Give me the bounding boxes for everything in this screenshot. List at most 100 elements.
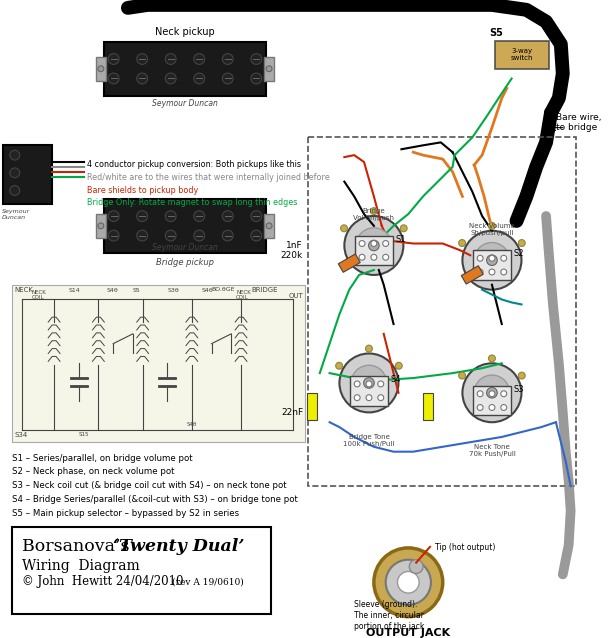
Circle shape [477,404,483,410]
Text: Bridge Tone
100k Push/Pull: Bridge Tone 100k Push/Pull [343,434,395,447]
Circle shape [489,391,495,397]
Text: Bare shields to pickup body: Bare shields to pickup body [87,186,198,195]
Circle shape [489,404,495,410]
Bar [355,235,393,265]
Text: OUTPUT JACK: OUTPUT JACK [366,628,450,638]
Bar [96,57,106,81]
Circle shape [477,255,483,261]
Circle shape [382,255,389,260]
Circle shape [477,269,483,275]
Text: Neck pickup: Neck pickup [155,27,215,37]
Circle shape [222,211,233,221]
Bar [307,393,317,420]
Text: S4θ: S4θ [187,422,197,427]
Bar [461,266,483,284]
Bar [264,214,274,238]
Circle shape [166,54,176,64]
Bar [12,285,305,442]
Circle shape [459,240,466,246]
Text: BRIDGE: BRIDGE [251,286,277,293]
Circle shape [351,366,387,401]
Circle shape [345,216,403,275]
Text: S3 – Neck coil cut (& bridge coil cut with S4) – on neck tone pot: S3 – Neck coil cut (& bridge coil cut wi… [12,481,287,490]
Circle shape [194,54,205,64]
Circle shape [378,381,384,387]
Text: 4 conductor pickup conversion: Both pickups like this: 4 conductor pickup conversion: Both pick… [87,160,301,169]
Text: Sleeve (ground).
The inner, circular
portion of the jack: Sleeve (ground). The inner, circular por… [354,600,425,631]
Bar [338,254,360,272]
Circle shape [251,54,262,64]
Bar [495,41,549,69]
Circle shape [222,230,233,241]
Circle shape [501,269,507,275]
Circle shape [409,560,423,574]
Text: 1nF
220k: 1nF 220k [281,241,303,260]
Circle shape [501,404,507,410]
Circle shape [400,225,407,232]
Circle shape [371,255,377,260]
Circle shape [108,211,119,221]
Circle shape [335,362,343,369]
Circle shape [10,168,20,178]
Text: Neck Tone
70k Push/Pull: Neck Tone 70k Push/Pull [469,444,515,457]
Text: Borsanova’s: Borsanova’s [21,538,134,555]
Circle shape [364,378,375,389]
Circle shape [501,255,507,261]
Circle shape [486,387,497,398]
Circle shape [356,228,392,263]
Bar [104,199,266,253]
Text: BO.θGE: BO.θGE [211,286,235,292]
Circle shape [251,211,262,221]
Circle shape [459,372,466,379]
Circle shape [137,211,148,221]
Text: Bare wire,
to bridge: Bare wire, to bridge [556,113,601,132]
Circle shape [359,241,365,246]
Text: S34: S34 [15,432,28,438]
Text: S15: S15 [79,432,89,437]
Text: ‘Twenty Dual’: ‘Twenty Dual’ [113,538,244,555]
Text: Seymour
Duncan: Seymour Duncan [2,209,30,220]
Circle shape [477,391,483,397]
Bar [104,41,266,96]
Circle shape [489,255,495,261]
Bar [308,137,576,486]
Text: S14: S14 [69,288,81,293]
Circle shape [98,66,104,71]
Text: S1 – Series/parallel, on bridge volume pot: S1 – Series/parallel, on bridge volume p… [12,454,192,463]
Text: 22nF: 22nF [281,408,303,417]
Circle shape [378,395,384,401]
Text: S4θ: S4θ [106,288,118,293]
Circle shape [501,391,507,397]
Circle shape [386,560,431,605]
Text: NECK
COIL: NECK COIL [236,290,251,300]
Circle shape [251,73,262,84]
Circle shape [354,381,360,387]
Circle shape [108,54,119,64]
Circle shape [194,211,205,221]
Text: Bridge pickup: Bridge pickup [156,258,214,267]
Circle shape [366,381,372,387]
Text: OUT: OUT [288,293,303,299]
Circle shape [222,54,233,64]
Text: S5 – Main pickup selector – bypassed by S2 in series: S5 – Main pickup selector – bypassed by … [12,508,239,517]
Bar [474,386,511,415]
Circle shape [10,186,20,195]
Circle shape [194,230,205,241]
Text: S4: S4 [390,375,401,384]
Text: (rev A 19/0610): (rev A 19/0610) [172,577,244,586]
Circle shape [354,395,360,401]
Text: S3θ: S3θ [167,288,179,293]
Circle shape [137,73,148,84]
Circle shape [251,230,262,241]
Circle shape [340,225,348,232]
Circle shape [366,395,372,401]
Text: Seymour Duncan: Seymour Duncan [152,243,218,252]
Circle shape [10,150,20,160]
Text: S3: S3 [514,385,524,394]
Text: S5: S5 [489,28,503,38]
Circle shape [489,269,495,275]
Circle shape [382,241,389,246]
Circle shape [371,241,377,246]
Circle shape [489,223,496,229]
Bar [474,250,511,280]
